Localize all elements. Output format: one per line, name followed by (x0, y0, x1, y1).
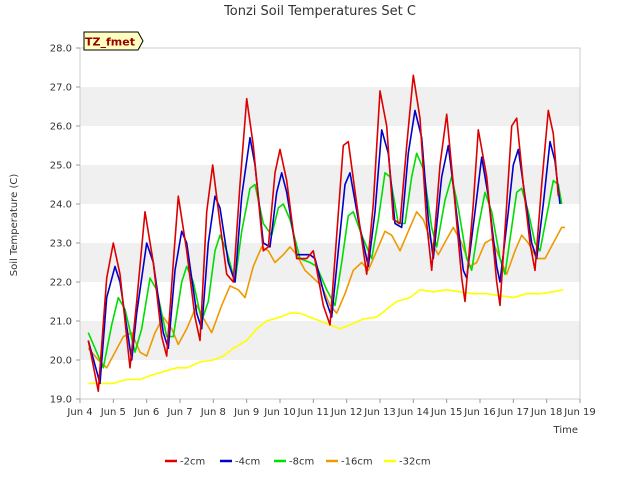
legend-label: -2cm (180, 457, 205, 468)
x-axis-label: Time (553, 425, 578, 436)
x-tick-label: Jun 16 (463, 407, 496, 418)
series-line-2cm (87, 74, 560, 392)
legend-label: -4cm (235, 457, 260, 468)
x-tick-label: Jun 6 (133, 407, 159, 418)
x-tick-label: Jun 15 (430, 407, 463, 418)
grid-band (80, 48, 580, 87)
x-tick-label: Jun 17 (497, 407, 530, 418)
x-tick-label: Jun 10 (263, 407, 296, 418)
annotation-box (83, 31, 144, 51)
x-tick-label: Jun 8 (200, 407, 226, 418)
y-axis-label: Soil Temperature (C) (9, 174, 20, 277)
grid-band (80, 321, 580, 360)
legend-label: -32cm (399, 457, 431, 468)
legend-label: -16cm (341, 457, 373, 468)
x-tick-label: Jun 14 (397, 407, 430, 418)
series-line-32cm (88, 289, 564, 385)
x-tick-label: Jun 12 (330, 407, 363, 418)
x-tick-label: Jun 4 (66, 407, 92, 418)
tz-fmet-annotation: TZ_fmet (83, 31, 144, 51)
x-axis-ticks: Jun 4 Jun 5 Jun 6 Jun 7 Jun 8 Jun 9 Jun 10 Jun … (66, 399, 596, 418)
y-tick-label: 19.0 (50, 395, 72, 406)
series-line-16cm (87, 211, 565, 369)
x-tick-label: Jun 13 (363, 407, 396, 418)
x-tick-label: Jun 18 (530, 407, 563, 418)
grid-band (80, 126, 580, 165)
y-tick-label: 24.0 (50, 200, 72, 211)
y-tick-label: 23.0 (50, 239, 72, 250)
y-tick-label: 22.0 (50, 278, 72, 289)
grid-band (80, 87, 580, 126)
series-line-8cm (87, 152, 563, 369)
series-lines (87, 74, 565, 392)
x-tick-label: Jun 19 (563, 407, 596, 418)
chart-title: Tonzi Soil Temperatures Set C (223, 4, 416, 19)
grid-band (80, 360, 580, 399)
legend: -2cm -4cm -8cm -16cm -32cm (165, 457, 431, 468)
series-line-4cm (87, 109, 561, 385)
y-tick-label: 21.0 (50, 317, 72, 328)
y-tick-label: 28.0 (50, 44, 72, 55)
y-tick-label: 27.0 (50, 83, 72, 94)
annotation-label: TZ_fmet (85, 36, 135, 49)
x-tick-label: Jun 7 (166, 407, 192, 418)
plot-frame (79, 47, 581, 400)
y-tick-label: 25.0 (50, 161, 72, 172)
y-tick-label: 26.0 (50, 122, 72, 133)
x-tick-label: Jun 9 (233, 407, 259, 418)
legend-label: -8cm (289, 457, 314, 468)
x-tick-label: Jun 5 (100, 407, 126, 418)
y-axis-ticks: 19.0 20.0 21.0 22.0 23.0 24.0 25.0 26.0 27.0 28.0 (50, 44, 80, 406)
grid-band (80, 165, 580, 204)
x-tick-label: Jun 11 (297, 407, 330, 418)
y-tick-label: 20.0 (50, 356, 72, 367)
plot-background-bands (80, 48, 580, 399)
